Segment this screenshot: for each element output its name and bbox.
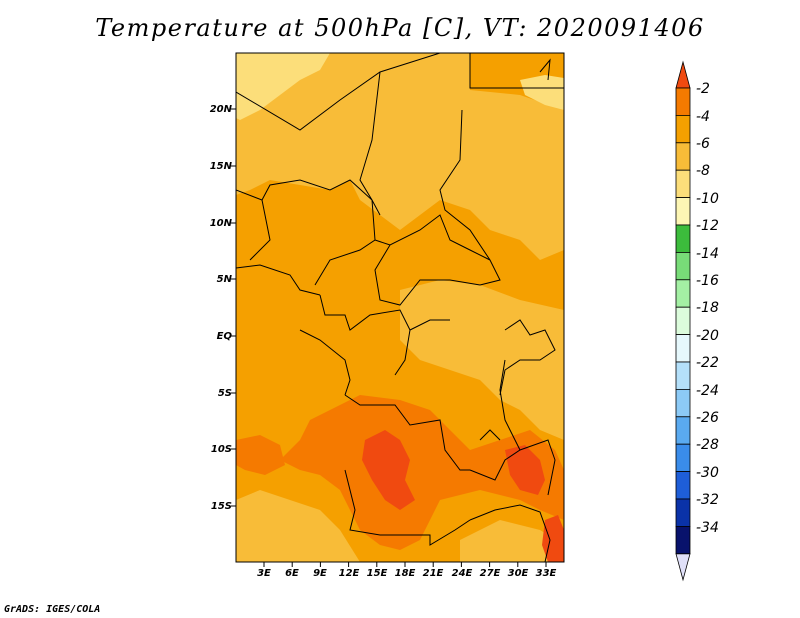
lat-label-15n: 15N: [209, 161, 232, 172]
lon-label-24e: 24E: [451, 568, 473, 579]
colorbar-swatch: [675, 87, 691, 116]
border-line: [469, 53, 564, 89]
colorbar-label: -22: [696, 355, 719, 371]
lon-label-21e: 21E: [422, 568, 444, 579]
border-line: [344, 469, 471, 546]
lat-label-5s: 5S: [217, 388, 232, 399]
border-line: [439, 109, 501, 286]
border-line: [359, 71, 381, 216]
colorbar-swatch: [675, 197, 691, 226]
colorbar-swatch: [675, 526, 691, 555]
border-line: [314, 199, 376, 286]
colorbar-label: -28: [696, 437, 719, 453]
temperature-field: [236, 53, 564, 562]
lat-label-10s: 10S: [210, 444, 232, 455]
field-region-hot-central-south: [280, 395, 564, 550]
colorbar-swatch: [675, 334, 691, 363]
colorbar-swatch: [675, 498, 691, 527]
border-line: [479, 429, 501, 441]
colorbar-label: -18: [696, 300, 719, 316]
colorbar-label: -24: [696, 383, 719, 399]
border-line: [319, 294, 411, 376]
border-line: [539, 58, 551, 81]
colorbar-swatch: [675, 251, 691, 281]
border-line: [236, 189, 271, 261]
colorbar-swatch: [675, 115, 691, 144]
border-line: [409, 319, 450, 331]
axis-ticks: [231, 108, 547, 567]
lon-label-27e: 27E: [479, 568, 501, 579]
border-line: [344, 394, 470, 471]
lat-label-15s: 15S: [210, 501, 232, 512]
colorbar-swatch: [675, 471, 691, 500]
colorbar-bottom-arrow: [675, 553, 691, 582]
lon-label-6e: 6E: [285, 568, 299, 579]
colorbar-label: -34: [696, 520, 719, 536]
field-region-hottest-angola: [362, 430, 415, 510]
colorbar-label: -20: [696, 328, 719, 344]
colorbar-top-arrow: [675, 60, 691, 89]
colorbar-label: -12: [696, 218, 719, 234]
border-line: [236, 53, 441, 131]
border-line: [236, 264, 321, 296]
border-line: [499, 359, 521, 451]
colorbar-label: -14: [696, 246, 719, 262]
colorbar-swatch: [675, 224, 691, 253]
lat-label-eq: EQ: [216, 331, 232, 342]
page-title: Temperature at 500hPa [C], VT: 202009140…: [95, 14, 705, 42]
field-region-warm-southeast: [460, 520, 564, 562]
colorbar-label: -30: [696, 465, 719, 481]
field-region-cool-northeast: [520, 75, 564, 110]
border-line: [299, 329, 351, 396]
colorbar-swatch: [675, 279, 691, 308]
credit-text: GrADS: IGES/COLA: [4, 604, 101, 615]
lon-label-12e: 12E: [338, 568, 360, 579]
lat-label-10n: 10N: [209, 218, 232, 229]
field-region-hot-west: [236, 435, 285, 475]
colorbar-label: -2: [696, 81, 710, 97]
colorbar-swatch: [675, 361, 691, 390]
lon-label-30e: 30E: [507, 568, 529, 579]
border-line: [469, 504, 551, 562]
colorbar-swatch: [675, 142, 691, 171]
lat-label-20n: 20N: [209, 104, 232, 115]
border-line: [499, 319, 556, 396]
colorbar-swatch: [675, 169, 691, 198]
colorbar-label: -8: [696, 163, 710, 179]
colorbar-label: -4: [696, 109, 710, 125]
field-region-hottest-zambia: [505, 445, 545, 495]
colorbar-swatch: [675, 306, 691, 336]
lon-label-18e: 18E: [394, 568, 416, 579]
colorbar-label: -6: [696, 136, 710, 152]
lon-label-3e: 3E: [257, 568, 271, 579]
country-borders: [236, 53, 564, 562]
colorbar-label: -26: [696, 410, 719, 426]
colorbar-swatch: [675, 388, 691, 418]
lat-label-5n: 5N: [216, 274, 232, 285]
colorbar: [675, 60, 691, 582]
field-region-warm-south: [236, 490, 360, 562]
border-line: [374, 244, 481, 306]
field-region-warm-north: [236, 53, 564, 260]
colorbar-label: -10: [696, 191, 719, 207]
border-line: [261, 179, 373, 201]
colorbar-swatch: [675, 416, 691, 445]
colorbar-swatch: [675, 443, 691, 473]
lon-label-33e: 33E: [535, 568, 557, 579]
colorbar-label: -16: [696, 273, 719, 289]
plot-frame: [235, 52, 565, 563]
lon-label-9e: 9E: [313, 568, 327, 579]
colorbar-label: -32: [696, 492, 719, 508]
lon-label-15e: 15E: [366, 568, 388, 579]
field-region-cool-northwest: [236, 53, 330, 120]
